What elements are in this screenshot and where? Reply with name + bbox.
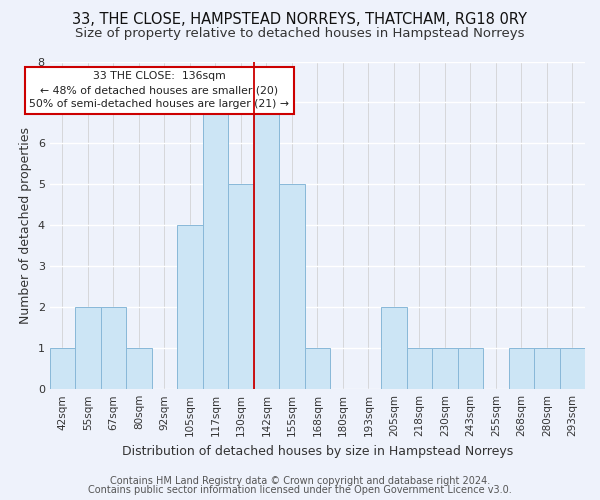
Bar — [509, 348, 534, 389]
X-axis label: Distribution of detached houses by size in Hampstead Norreys: Distribution of detached houses by size … — [122, 444, 513, 458]
Bar — [279, 184, 305, 389]
Bar — [458, 348, 483, 389]
Bar — [177, 226, 203, 389]
Text: Contains HM Land Registry data © Crown copyright and database right 2024.: Contains HM Land Registry data © Crown c… — [110, 476, 490, 486]
Bar — [126, 348, 152, 389]
Bar — [203, 102, 228, 389]
Bar — [432, 348, 458, 389]
Bar — [407, 348, 432, 389]
Bar — [50, 348, 75, 389]
Bar — [101, 308, 126, 389]
Bar — [560, 348, 585, 389]
Bar — [228, 184, 254, 389]
Bar — [534, 348, 560, 389]
Text: 33, THE CLOSE, HAMPSTEAD NORREYS, THATCHAM, RG18 0RY: 33, THE CLOSE, HAMPSTEAD NORREYS, THATCH… — [73, 12, 527, 28]
Text: Contains public sector information licensed under the Open Government Licence v3: Contains public sector information licen… — [88, 485, 512, 495]
Bar — [75, 308, 101, 389]
Text: 33 THE CLOSE:  136sqm
← 48% of detached houses are smaller (20)
50% of semi-deta: 33 THE CLOSE: 136sqm ← 48% of detached h… — [29, 72, 289, 110]
Text: Size of property relative to detached houses in Hampstead Norreys: Size of property relative to detached ho… — [75, 28, 525, 40]
Bar — [254, 102, 279, 389]
Bar — [305, 348, 330, 389]
Bar — [381, 308, 407, 389]
Y-axis label: Number of detached properties: Number of detached properties — [19, 127, 32, 324]
